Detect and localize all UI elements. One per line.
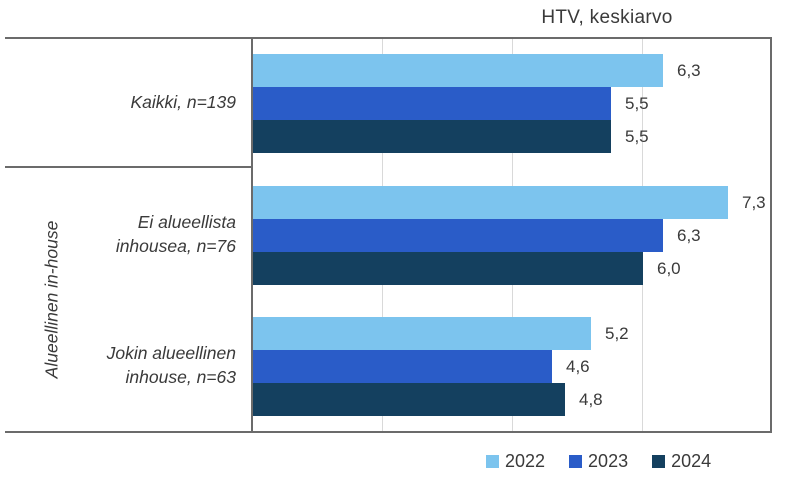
legend-label-2024: 2024 [671, 451, 712, 471]
value-label: 5,2 [605, 324, 629, 343]
value-label: 7,3 [742, 193, 766, 212]
bar-2023-category-1 [253, 219, 663, 252]
legend-label-2022: 2022 [505, 451, 546, 471]
category-separator-line [5, 166, 252, 168]
bar-2023-category-0 [253, 87, 611, 120]
bar-2023-category-2 [253, 350, 552, 383]
value-label: 6,3 [677, 61, 701, 80]
legend-item-2022: 2022 [486, 451, 545, 472]
value-label: 6,0 [657, 259, 681, 278]
category-label-ei-alueellista: Ei alueellista inhousea, n=76 [115, 211, 236, 256]
legend-item-2023: 2023 [569, 451, 628, 472]
value-label: 4,8 [579, 390, 603, 409]
value-label: 5,5 [625, 94, 649, 113]
legend-swatch-2022 [486, 455, 499, 468]
frame-bottom-line [5, 431, 772, 433]
bar-2022-category-2 [253, 317, 591, 350]
y-axis-line [251, 37, 253, 433]
legend-swatch-2024 [652, 455, 666, 468]
legend-label-2023: 2023 [588, 451, 629, 471]
bar-2024-category-0 [253, 120, 611, 153]
category-label-jokin-alueellinen: Jokin alueellinen inhouse, n=63 [106, 343, 236, 387]
value-label: 4,6 [566, 357, 590, 376]
frame-top-line [5, 37, 772, 39]
legend-item-2024: 2024 [652, 451, 711, 472]
bar-2024-category-2 [253, 383, 565, 416]
legend-swatch-2023 [569, 455, 583, 468]
bar-2022-category-1 [253, 186, 728, 219]
category-label-kaikki: Kaikki, n=139 [130, 91, 236, 112]
group-axis-label: Alueellinen in-house [41, 220, 62, 379]
bar-2024-category-1 [253, 252, 643, 285]
frame-right-line [770, 37, 772, 433]
bar-2022-category-0 [253, 54, 663, 87]
legend: 2022 2023 2024 [486, 451, 711, 472]
chart-title: HTV, keskiarvo [541, 7, 673, 28]
value-label: 6,3 [677, 226, 701, 245]
value-label: 5,5 [625, 127, 649, 146]
